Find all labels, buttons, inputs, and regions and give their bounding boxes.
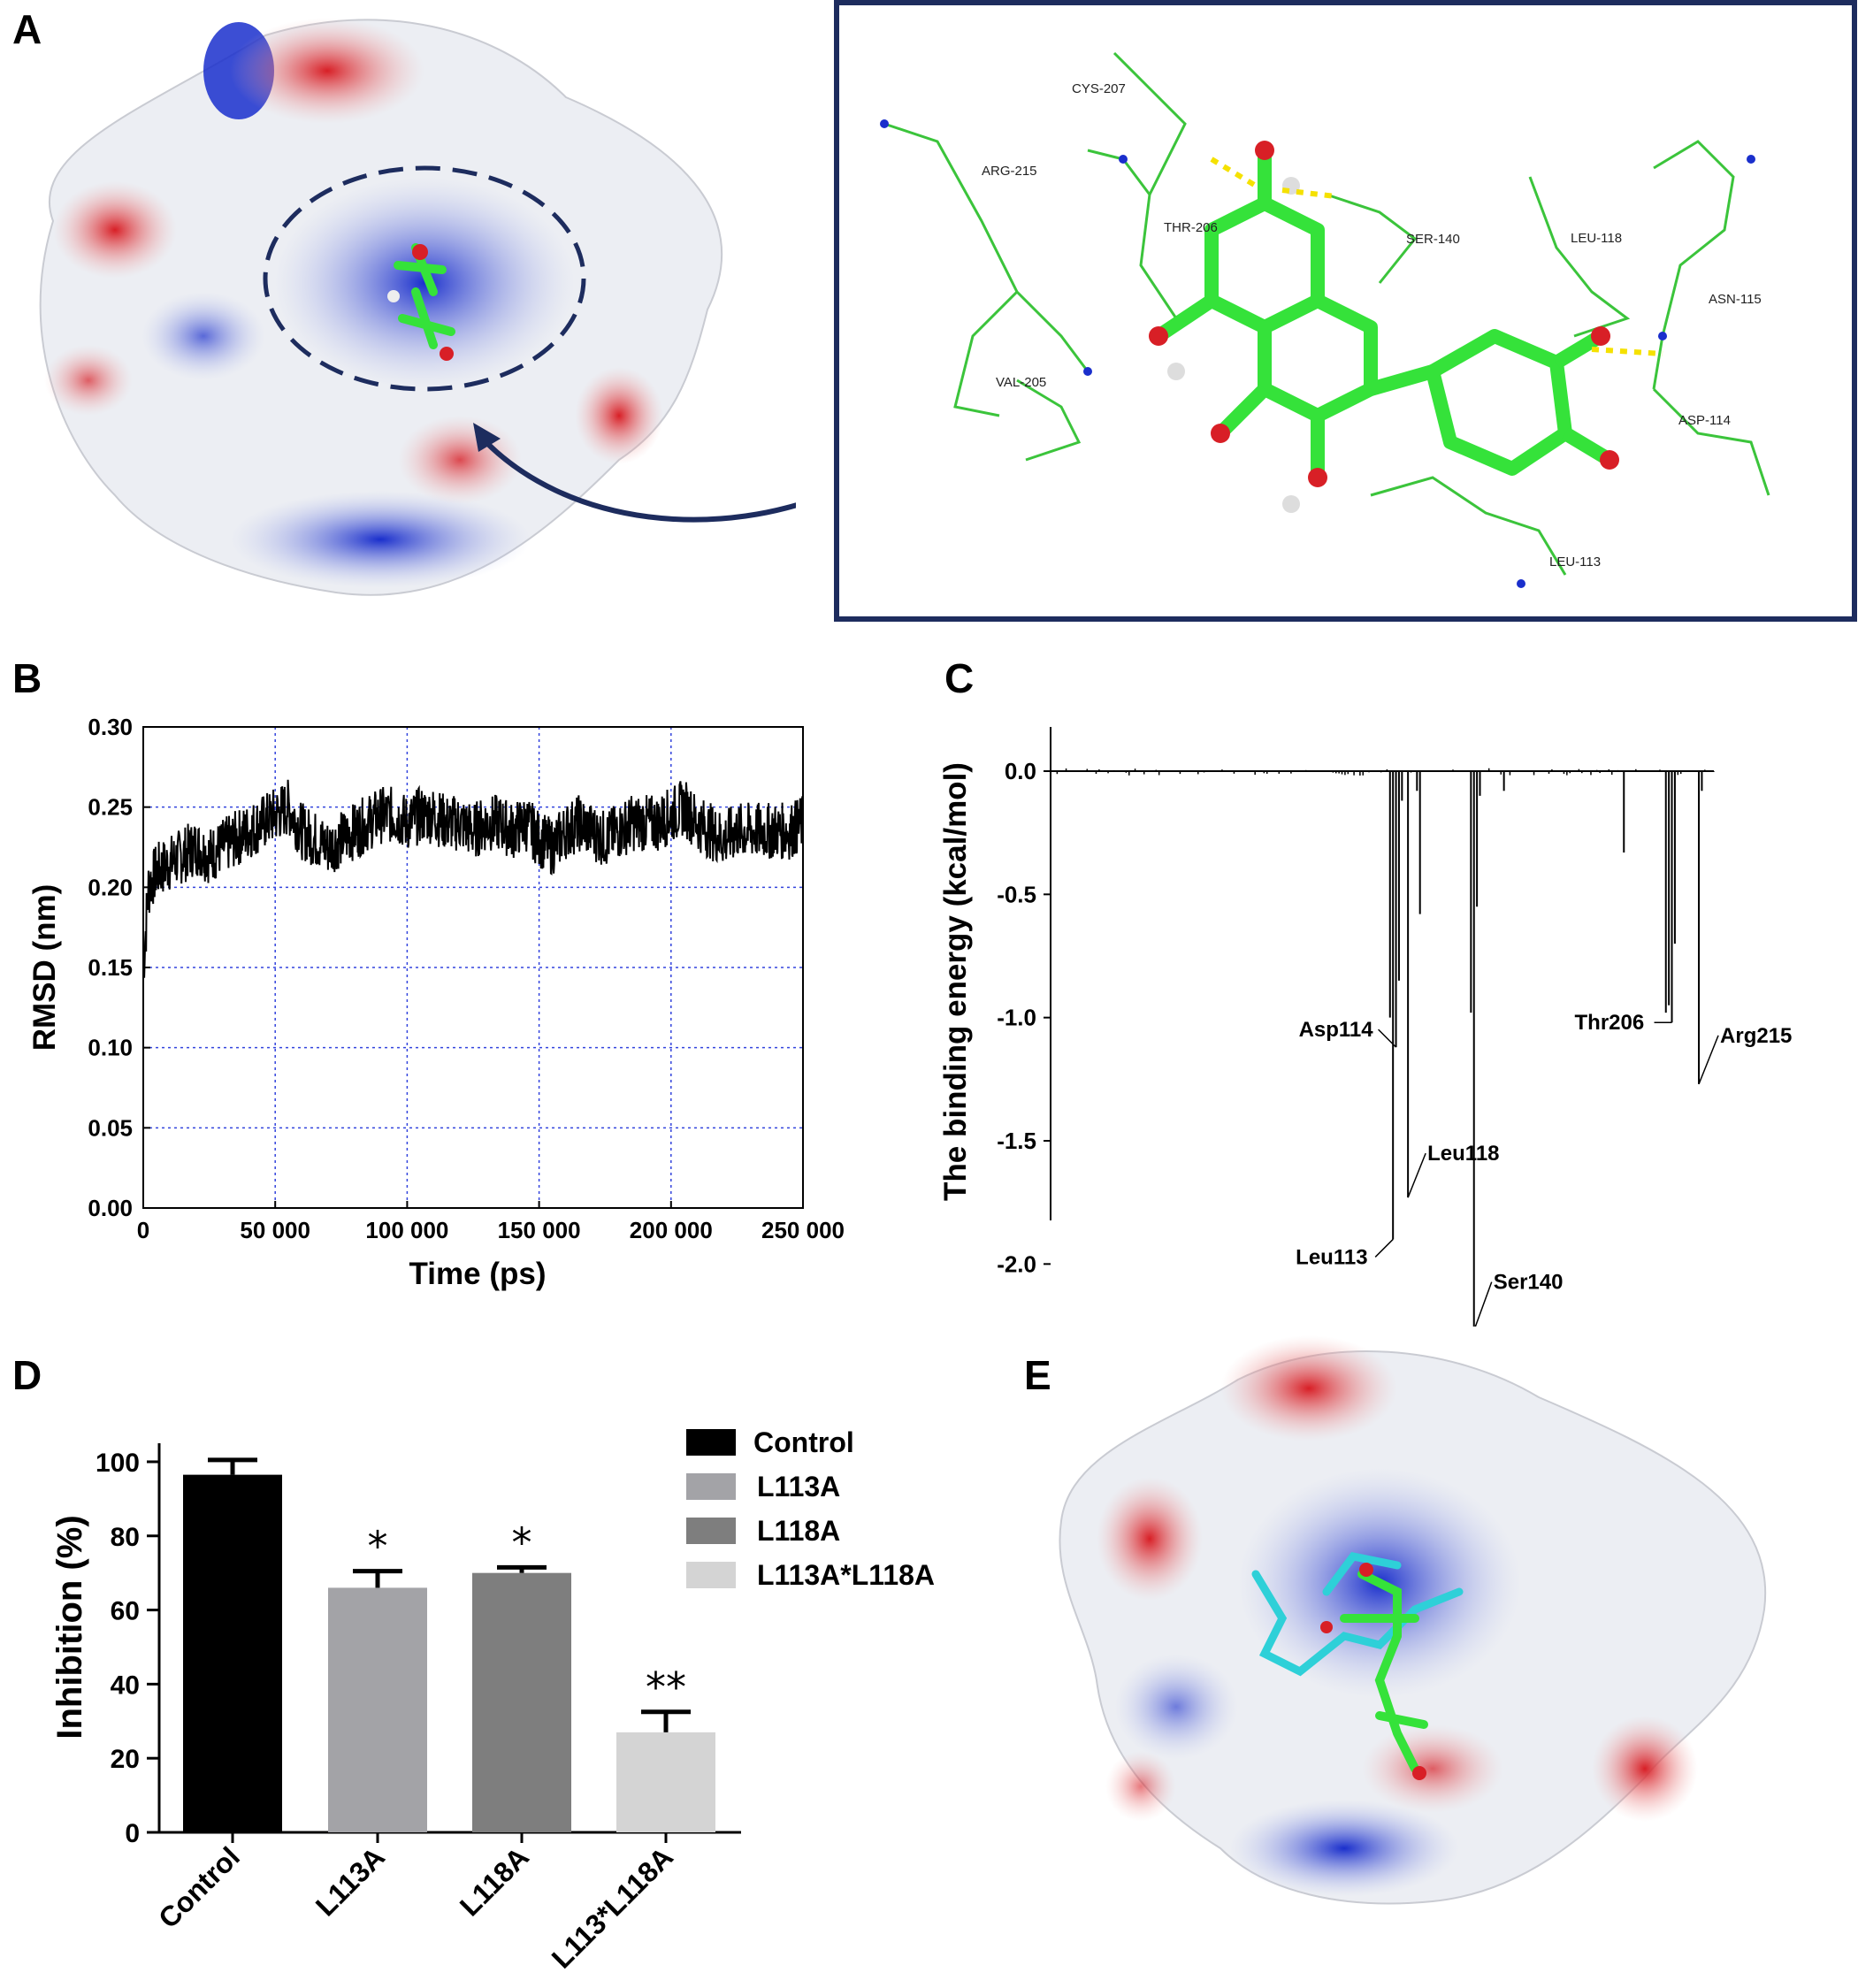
chart-b-ytick-label: 0.25 xyxy=(88,794,133,821)
significance-marker: * xyxy=(512,1518,532,1566)
legend-label: L113A xyxy=(757,1471,840,1502)
residue-label-val205: VAL-205 xyxy=(996,375,1046,390)
chart-c: 0.0 -0.5 -1.0 -1.5 -2.0 Asp114 Leu113 Leu118 Se… xyxy=(938,727,1792,1327)
chart-b-xtick-label: 150 000 xyxy=(498,1217,581,1243)
chart-b-xtick-label: 50 000 xyxy=(240,1217,310,1243)
chart-b-ytick-label: 0.10 xyxy=(88,1035,133,1061)
chart-b-xtick-label: 200 000 xyxy=(630,1217,713,1243)
inhibition-bar xyxy=(183,1474,282,1832)
chart-b-ytick-label: 0.30 xyxy=(88,714,133,740)
residue-label-leu118: LEU-118 xyxy=(1571,231,1622,246)
residue-label-leu113: LEU-113 xyxy=(1549,554,1601,570)
panel-a-surface-image xyxy=(39,18,796,596)
residue-label-asn115: ASN-115 xyxy=(1709,292,1762,307)
chart-b-ylabel: RMSD (nm) xyxy=(27,884,62,1051)
annotation-label: Leu118 xyxy=(1427,1142,1499,1166)
panel-label-e: E xyxy=(1024,1352,1051,1398)
legend-label: Control xyxy=(753,1426,854,1458)
annotation-label: Thr206 xyxy=(1575,1011,1645,1035)
legend-swatch xyxy=(686,1429,736,1456)
chart-c-ytick-label: -0.5 xyxy=(997,881,1036,907)
chart-d-ytick-label: 80 xyxy=(111,1523,140,1552)
chart-c-ytick-label: -1.0 xyxy=(997,1005,1036,1031)
chart-b-xlabel: Time (ps) xyxy=(409,1257,547,1291)
significance-marker: * xyxy=(368,1523,388,1571)
zoom-arrow xyxy=(475,431,796,523)
chart-b-ytick-label: 0.20 xyxy=(88,874,133,900)
chart-b-ytick-label: 0.00 xyxy=(88,1195,133,1221)
chart-b-ytick-label: 0.05 xyxy=(88,1114,133,1141)
annotation-leader xyxy=(1407,1152,1426,1198)
residue-label-ser140: SER-140 xyxy=(1406,232,1460,247)
panel-label-b: B xyxy=(12,655,42,701)
residue-label-asp114: ASP-114 xyxy=(1678,413,1731,428)
chart-d-ytick-label: 20 xyxy=(111,1745,140,1774)
chart-d-ytick-label: 60 xyxy=(111,1597,140,1626)
residue-label-thr206: THR-206 xyxy=(1164,220,1218,235)
chart-d-ytick-label: 0 xyxy=(125,1819,140,1848)
chart-c-ytick-label: -1.5 xyxy=(997,1128,1036,1154)
annotation-label: Leu113 xyxy=(1296,1245,1367,1269)
chart-c-ytick-label: -2.0 xyxy=(997,1250,1036,1277)
legend-label: L113A*L118A xyxy=(757,1559,935,1591)
chart-d-ylabel: Inhibition (%) xyxy=(50,1515,89,1739)
legend-label: L118A xyxy=(757,1515,840,1547)
residue-sticks xyxy=(883,51,1770,576)
hbond-lines xyxy=(1210,157,1663,356)
ligand-in-pocket xyxy=(387,243,455,361)
annotation-label: Asp114 xyxy=(1299,1018,1374,1042)
ligand-sticks xyxy=(1154,150,1614,478)
annotation-leader xyxy=(1474,1281,1493,1327)
legend-swatch xyxy=(686,1473,736,1500)
chart-b-ytick-label: 0.15 xyxy=(88,954,133,981)
inhibition-bar xyxy=(616,1732,715,1832)
annotation-label: Arg215 xyxy=(1720,1024,1792,1048)
ligand-atoms xyxy=(1149,141,1619,513)
chart-b-xtick-label: 250 000 xyxy=(761,1217,845,1243)
annotation-leader xyxy=(1374,1238,1394,1258)
ligand-green-e xyxy=(1340,1570,1428,1773)
chart-b-xtick-label: 100 000 xyxy=(365,1217,448,1243)
chart-d-ytick-label: 100 xyxy=(96,1449,140,1478)
chart-b: 0 50 000 100 000 150 000 200 000 250 000 0.00 0… xyxy=(27,714,845,1291)
legend-swatch xyxy=(686,1562,736,1588)
chart-c-ytick-label: 0.0 xyxy=(1005,758,1036,784)
chart-b-xtick-label: 0 xyxy=(137,1217,149,1243)
panel-label-d: D xyxy=(12,1352,42,1398)
inhibition-bar xyxy=(328,1587,427,1832)
panel-label-a: A xyxy=(12,6,42,52)
residue-label-cys207: CYS-207 xyxy=(1072,81,1126,96)
legend-swatch xyxy=(686,1518,736,1544)
annotation-label: Ser140 xyxy=(1494,1271,1564,1295)
annotation-leader xyxy=(1698,1035,1719,1085)
panel-label-c: C xyxy=(944,655,975,701)
inhibition-bar xyxy=(472,1572,571,1832)
residue-label-arg215: ARG-215 xyxy=(982,164,1037,179)
chart-d-ytick-label: 40 xyxy=(111,1671,140,1700)
panel-a-inset-box: CYS-207 ARG-215 THR-206 SER-140 LEU-118 … xyxy=(834,0,1857,622)
significance-marker: ** xyxy=(646,1663,686,1711)
rmsd-series-line xyxy=(142,779,804,978)
chart-c-ylabel: The binding energy (kcal/mol) xyxy=(938,762,973,1201)
annotation-leader xyxy=(1378,1028,1397,1048)
